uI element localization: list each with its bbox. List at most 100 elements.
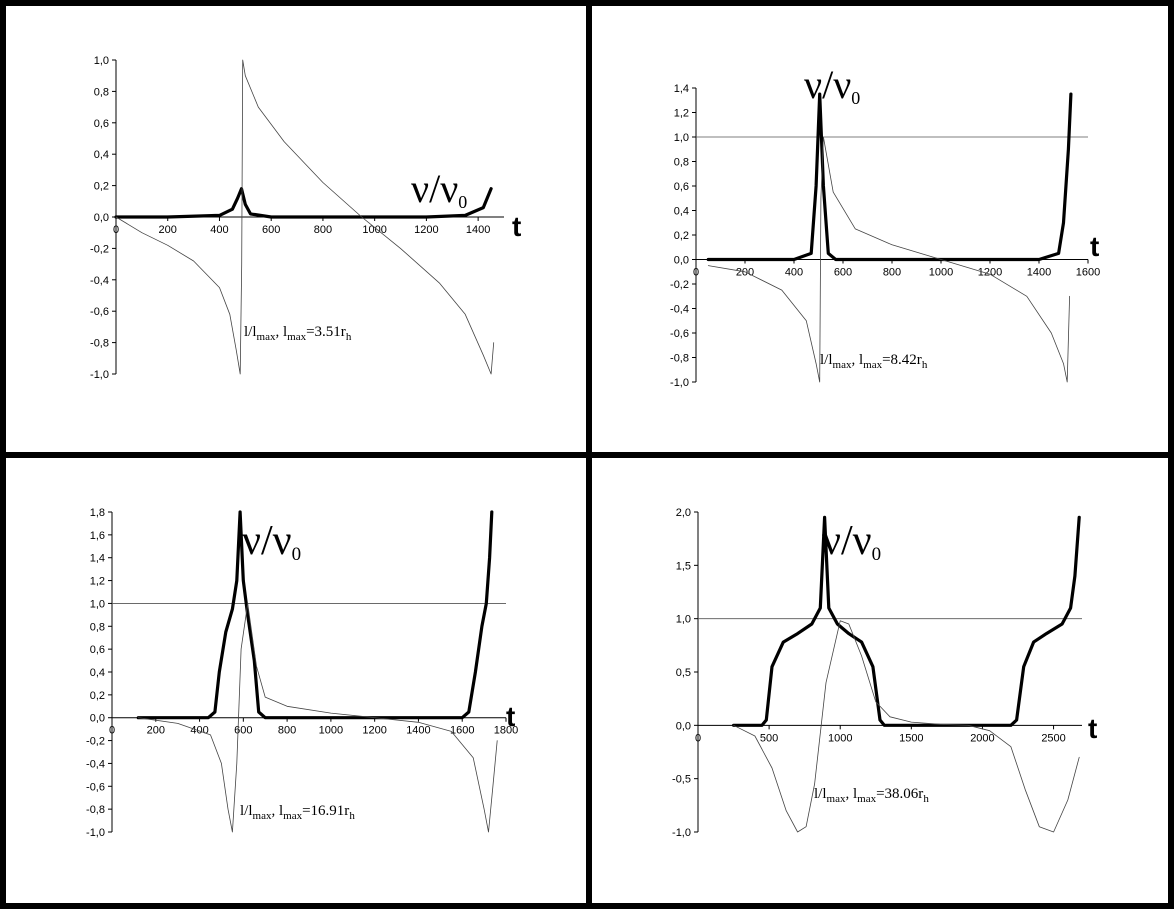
y-tick-label: 1,4 — [674, 83, 689, 95]
y-tick-label: -1,0 — [670, 377, 689, 389]
x-tick-label: 200 — [736, 267, 754, 279]
y-tick-label: 0,6 — [674, 181, 689, 193]
chart-panel-bottom-right: 2,0 1,5 1,0 0,5 0,0 -0,5 -1,0 0 500 1000 1500 2000 2… — [592, 458, 1168, 903]
annotation-lmax: l/lmax, lmax=38.06rh — [814, 786, 929, 805]
x-tick-label: 2000 — [970, 732, 994, 744]
y-tick-label: 1,8 — [90, 507, 105, 519]
series-line-nu — [114, 187, 493, 219]
series-line-length — [137, 602, 498, 833]
y-tick-label: 1,6 — [90, 530, 105, 542]
y-tick-label: 1,0 — [676, 614, 691, 626]
y-tick-label: 1,4 — [90, 553, 105, 565]
x-tick-label: 1600 — [450, 725, 474, 737]
y-tick-label: -0,2 — [86, 736, 105, 748]
y-tick-label: 0,0 — [676, 720, 691, 732]
x-tick-label: 1500 — [899, 732, 923, 744]
x-tick-label: 800 — [314, 224, 332, 236]
y-tick-label: 0,2 — [94, 181, 109, 193]
y-tick-label: 0,0 — [90, 713, 105, 725]
chart-panel-top-right: 1,4 1,2 1,0 0,8 0,6 0,4 0,2 0,0 -0,2 -0,4 -0,6 -0,8… — [592, 6, 1168, 452]
series-label-subscript: 0 — [851, 88, 860, 108]
y-tick-label: -0,4 — [90, 275, 109, 287]
chart-svg-3: 2,0 1,5 1,0 0,5 0,0 -0,5 -1,0 0 500 1000 1500 2000 2… — [672, 507, 1097, 839]
y-tick-label: 0,8 — [674, 157, 689, 169]
x-tick-label: 0 — [695, 732, 701, 744]
x-tick-label: 200 — [159, 224, 177, 236]
y-tick-label: 0,5 — [676, 667, 691, 679]
y-tick-label: -0,6 — [670, 328, 689, 340]
series-line-nu — [136, 510, 494, 720]
y-tick-label: -1,0 — [672, 827, 691, 839]
annotation-lmax: l/lmax, lmax=16.91rh — [240, 803, 355, 822]
y-tick-label: 2,0 — [676, 507, 691, 519]
y-tick-label: -0,5 — [672, 774, 691, 786]
y-tick-label: 1,2 — [674, 108, 689, 120]
x-tick-label: 200 — [147, 725, 165, 737]
x-tick-label: 1400 — [466, 224, 490, 236]
x-tick-label: 1400 — [1027, 267, 1051, 279]
chart-svg-0: 1,0 0,8 0,6 0,4 0,2 0,0 -0,2 -0,4 -0,6 -0,8 -1,0 0 2… — [90, 55, 521, 381]
annotation-lmax: l/lmax, lmax=3.51rh — [244, 324, 352, 343]
x-tick-label: 1000 — [929, 267, 953, 279]
series-label-nu: ν/ν0 — [242, 518, 301, 565]
series-label-subscript: 0 — [458, 192, 467, 212]
y-tick-label: 1,0 — [90, 598, 105, 610]
x-tick-label: 1200 — [978, 267, 1002, 279]
x-tick-label: 400 — [785, 267, 803, 279]
x-axis-label: t — [1090, 231, 1099, 262]
x-tick-label: 1000 — [319, 725, 343, 737]
y-tick-label: -0,6 — [86, 781, 105, 793]
x-tick-label: 800 — [278, 725, 296, 737]
chart-svg-2: 1,8 1,6 1,4 1,2 1,0 0,8 0,6 0,4 0,2 0,0 -0,2 -0,4 -0… — [86, 507, 518, 839]
x-tick-label: 600 — [262, 224, 280, 236]
chart-svg-1: 1,4 1,2 1,0 0,8 0,6 0,4 0,2 0,0 -0,2 -0,4 -0,6 -0,8… — [670, 62, 1100, 389]
x-tick-label: 0 — [113, 224, 119, 236]
series-label-nu: ν/ν0 — [411, 166, 467, 212]
y-tick-label: 0,2 — [674, 230, 689, 242]
series-line-nu — [706, 92, 1073, 262]
y-tick-label: -1,0 — [86, 827, 105, 839]
x-axis-label: t — [512, 211, 521, 242]
y-tick-label: -0,8 — [670, 353, 689, 365]
x-tick-label: 400 — [210, 224, 228, 236]
x-tick-label: 1000 — [828, 732, 852, 744]
x-tick-label: 500 — [760, 732, 778, 744]
x-axis-label: t — [1088, 713, 1097, 744]
series-label-subscript: 0 — [292, 544, 302, 565]
y-tick-label: -1,0 — [90, 369, 109, 381]
y-tick-label: 0,6 — [94, 118, 109, 130]
x-tick-label: 1000 — [362, 224, 386, 236]
y-tick-label: 1,5 — [676, 560, 691, 572]
y-tick-label: 1,0 — [674, 132, 689, 144]
y-tick-label: -0,2 — [670, 279, 689, 291]
series-label-nu: ν/ν0 — [804, 62, 860, 108]
y-tick-label: 0,0 — [94, 212, 109, 224]
series-label-subscript: 0 — [872, 544, 882, 565]
x-tick-label: 1200 — [362, 725, 386, 737]
chart-panel-top-left: 1,0 0,8 0,6 0,4 0,2 0,0 -0,2 -0,4 -0,6 -0,8 -1,0 0 2… — [6, 6, 586, 452]
y-tick-label: 0,8 — [94, 86, 109, 98]
series-line-length — [733, 620, 1080, 833]
x-axis-label: t — [506, 701, 515, 732]
x-tick-label: 600 — [234, 725, 252, 737]
annotation-lmax: l/lmax, lmax=8.42rh — [820, 352, 928, 371]
chart-panel-bottom-left: 1,8 1,6 1,4 1,2 1,0 0,8 0,6 0,4 0,2 0,0 -0,2 -0,4 -0… — [6, 458, 586, 903]
x-tick-label: 600 — [834, 267, 852, 279]
x-tick-label: 1600 — [1076, 267, 1100, 279]
x-tick-label: 1800 — [494, 725, 518, 737]
y-tick-label: -0,2 — [90, 243, 109, 255]
y-tick-label: 1,0 — [94, 55, 109, 67]
y-tick-label: 0,4 — [90, 667, 105, 679]
x-tick-label: 1400 — [406, 725, 430, 737]
y-tick-label: -0,4 — [670, 304, 689, 316]
x-tick-label: 1200 — [414, 224, 438, 236]
y-tick-label: 1,2 — [90, 576, 105, 588]
x-tick-label: 0 — [693, 267, 699, 279]
x-tick-label: 800 — [883, 267, 901, 279]
series-label-nu: ν/ν0 — [822, 518, 881, 565]
x-tick-label: 2500 — [1041, 732, 1065, 744]
y-tick-label: 0,0 — [674, 255, 689, 267]
x-tick-label: 0 — [109, 725, 115, 737]
y-tick-label: 0,2 — [90, 690, 105, 702]
y-tick-label: -0,8 — [86, 804, 105, 816]
